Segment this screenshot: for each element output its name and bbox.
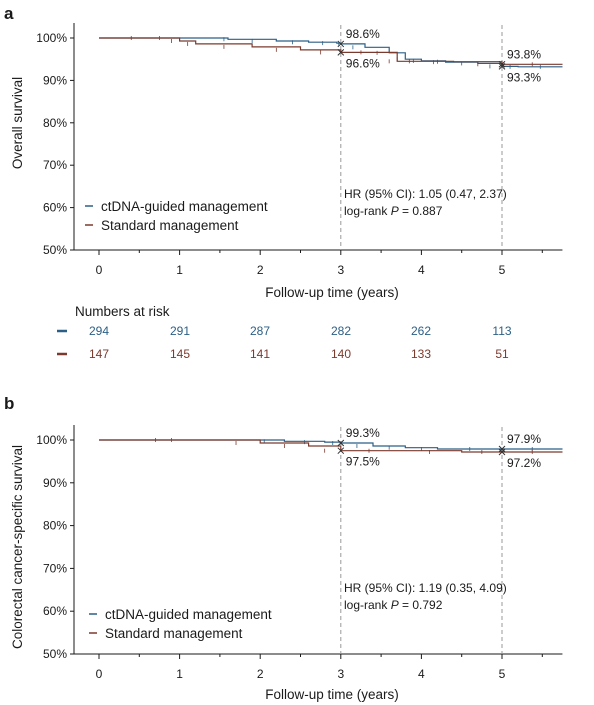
y-tick-label: 90% (43, 73, 67, 87)
risk-ctdna-value: 262 (411, 324, 431, 338)
risk-standard-value: 141 (250, 347, 270, 361)
x-tick-label: 3 (337, 667, 344, 681)
risk-rows: 294 291 287 282 262 113 147 145 141 140 133 51 (89, 324, 512, 361)
x-tick-label: 1 (176, 263, 183, 277)
x-tick-label: 2 (257, 667, 264, 681)
estimate-label: 99.3% (346, 426, 380, 440)
panel-a-annotations: 98.6% 96.6% 93.8% 93.3% (337, 27, 541, 84)
x-tick-label: 1 (176, 667, 183, 681)
y-tick-label: 100% (36, 31, 67, 45)
estimate-label: 97.5% (346, 455, 380, 469)
x-tick-label: 4 (418, 667, 425, 681)
legend-ctdna-label: ctDNA-guided management (101, 199, 268, 214)
panel-a-x-axis-title: Follow-up time (years) (265, 285, 399, 300)
panel-a-y-axis-title: Overall survival (10, 77, 25, 169)
panel-b-axes: 50% 60% 70% 80% 90% 100% 0 1 2 3 4 5 (36, 425, 563, 681)
estimate-label: 97.9% (507, 432, 541, 446)
y-tick-label: 100% (36, 433, 67, 447)
panel-a-letter: a (4, 4, 14, 23)
y-tick-label: 50% (43, 647, 67, 661)
standard-survival-curve (99, 439, 563, 453)
risk-ctdna-value: 294 (89, 324, 109, 338)
panel-b-logrank-text: log-rank P = 0.792 (344, 598, 443, 612)
x-tick-label: 5 (499, 667, 506, 681)
legend-standard-label: Standard management (105, 626, 243, 641)
estimate-label: 96.6% (346, 56, 380, 70)
x-tick-label: 0 (96, 667, 103, 681)
estimate-marker (498, 448, 506, 456)
x-tick-label: 0 (96, 263, 103, 277)
estimate-marker (337, 439, 345, 447)
ctdna-survival-curve (99, 37, 563, 68)
x-tick-label: 3 (337, 263, 344, 277)
risk-standard-value: 51 (495, 347, 509, 361)
x-tick-label: 5 (499, 263, 506, 277)
x-tick-label: 2 (257, 263, 264, 277)
panel-a-legend: ctDNA-guided management Standard managem… (85, 199, 268, 233)
panel-a: a Overall survival Follow-up time (years… (4, 4, 563, 300)
risk-standard-value: 133 (411, 347, 431, 361)
panel-b-guide-lines (340, 427, 503, 654)
numbers-at-risk-title: Numbers at risk (75, 304, 170, 319)
panel-a-logrank-text: log-rank P = 0.887 (344, 204, 443, 218)
numbers-at-risk-table: Numbers at risk 294 291 287 282 262 113 147 145… (57, 304, 512, 361)
panel-a-series (99, 36, 563, 69)
panel-b-legend: ctDNA-guided management Standard managem… (89, 607, 272, 641)
panel-b-x-axis-title: Follow-up time (years) (265, 687, 399, 702)
y-tick-label: 70% (43, 158, 67, 172)
y-tick-label: 70% (43, 561, 67, 575)
estimate-marker (337, 447, 345, 455)
ctdna-survival-curve (99, 439, 563, 450)
panel-b-series (99, 438, 563, 454)
y-tick-label: 80% (43, 116, 67, 130)
estimate-marker (498, 63, 506, 70)
y-tick-label: 60% (43, 604, 67, 618)
estimate-label: 97.2% (507, 456, 541, 470)
risk-ctdna-value: 291 (170, 324, 190, 338)
risk-ctdna-value: 113 (492, 324, 511, 338)
risk-ctdna-value: 282 (331, 324, 351, 338)
risk-ctdna-value: 287 (250, 324, 270, 338)
estimate-marker (337, 49, 345, 56)
legend-standard-label: Standard management (101, 218, 239, 233)
panel-a-hr-text: HR (95% CI): 1.05 (0.47, 2.37) (344, 187, 507, 201)
standard-survival-curve (99, 37, 563, 65)
legend-ctdna-label: ctDNA-guided management (105, 607, 272, 622)
y-tick-label: 60% (43, 201, 67, 215)
x-tick-label: 4 (418, 263, 425, 277)
estimate-label: 98.6% (346, 27, 380, 41)
panel-b-annotations: 99.3% 97.5% 97.9% 97.2% (337, 426, 541, 470)
risk-standard-value: 140 (331, 347, 351, 361)
estimate-marker (337, 40, 345, 48)
panel-b-letter: b (4, 394, 14, 413)
estimate-marker (498, 60, 506, 68)
y-tick-label: 50% (43, 243, 67, 257)
estimate-label: 93.8% (507, 47, 541, 61)
panel-b: b Colorectal cancer-specific survival Fo… (4, 394, 563, 702)
y-tick-label: 80% (43, 519, 67, 533)
panel-b-hr-text: HR (95% CI): 1.19 (0.35, 4.09) (344, 581, 507, 595)
y-tick-label: 90% (43, 476, 67, 490)
panel-b-y-axis-title: Colorectal cancer-specific survival (10, 445, 25, 649)
estimate-label: 93.3% (507, 70, 541, 84)
risk-standard-value: 147 (89, 347, 109, 361)
panel-a-axes: 50% 60% 70% 80% 90% 100% 0 1 2 3 4 5 (36, 23, 563, 277)
risk-standard-value: 145 (170, 347, 190, 361)
estimate-marker (498, 445, 506, 453)
